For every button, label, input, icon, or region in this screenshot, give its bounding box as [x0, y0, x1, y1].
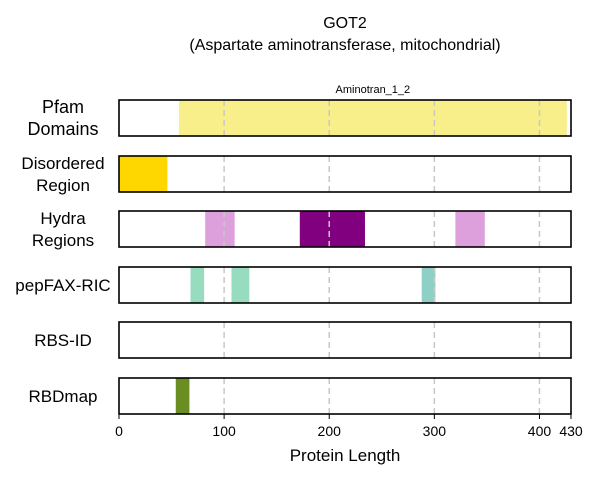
track-label: Regions — [32, 231, 94, 250]
track-segment — [300, 211, 365, 247]
track-segment — [455, 211, 484, 247]
track-3: pepFAX-RIC — [15, 267, 571, 303]
track-segment — [422, 267, 436, 303]
track-label: RBDmap — [29, 387, 98, 406]
track-segment — [205, 211, 234, 247]
x-tick-label: 100 — [212, 423, 236, 439]
segment-label: Aminotran_1_2 — [336, 84, 411, 96]
x-tick-label: 300 — [423, 423, 447, 439]
track-segment — [119, 156, 167, 192]
x-axis: 0 100 200 300 400 430 — [115, 414, 583, 439]
track-segment — [190, 267, 204, 303]
x-axis-title: Protein Length — [290, 446, 401, 465]
x-tick-label: 400 — [528, 423, 552, 439]
track-label: Domains — [27, 119, 98, 139]
track-segment — [179, 100, 567, 136]
track-5: RBDmap — [29, 378, 571, 414]
track-segment — [231, 267, 249, 303]
track-background — [119, 267, 571, 303]
track-4: RBS-ID — [34, 322, 571, 358]
x-tick-label: 0 — [115, 423, 123, 439]
track-background — [119, 322, 571, 358]
x-tick-label: 200 — [318, 423, 342, 439]
track-label: Region — [36, 176, 90, 195]
chart-title: GOT2 — [323, 15, 367, 32]
track-2: Hydra Regions — [32, 209, 571, 250]
track-label: RBS-ID — [34, 331, 92, 350]
x-tick-label: 430 — [559, 423, 583, 439]
track-background — [119, 156, 571, 192]
track-label: Pfam — [42, 97, 84, 117]
track-label: pepFAX-RIC — [15, 276, 110, 295]
chart-subtitle: (Aspartate aminotransferase, mitochondri… — [189, 37, 500, 54]
track-1: Disordered Region — [21, 154, 571, 195]
track-label: Disordered — [21, 154, 104, 173]
track-label: Hydra — [40, 209, 86, 228]
track-segment — [176, 378, 190, 414]
